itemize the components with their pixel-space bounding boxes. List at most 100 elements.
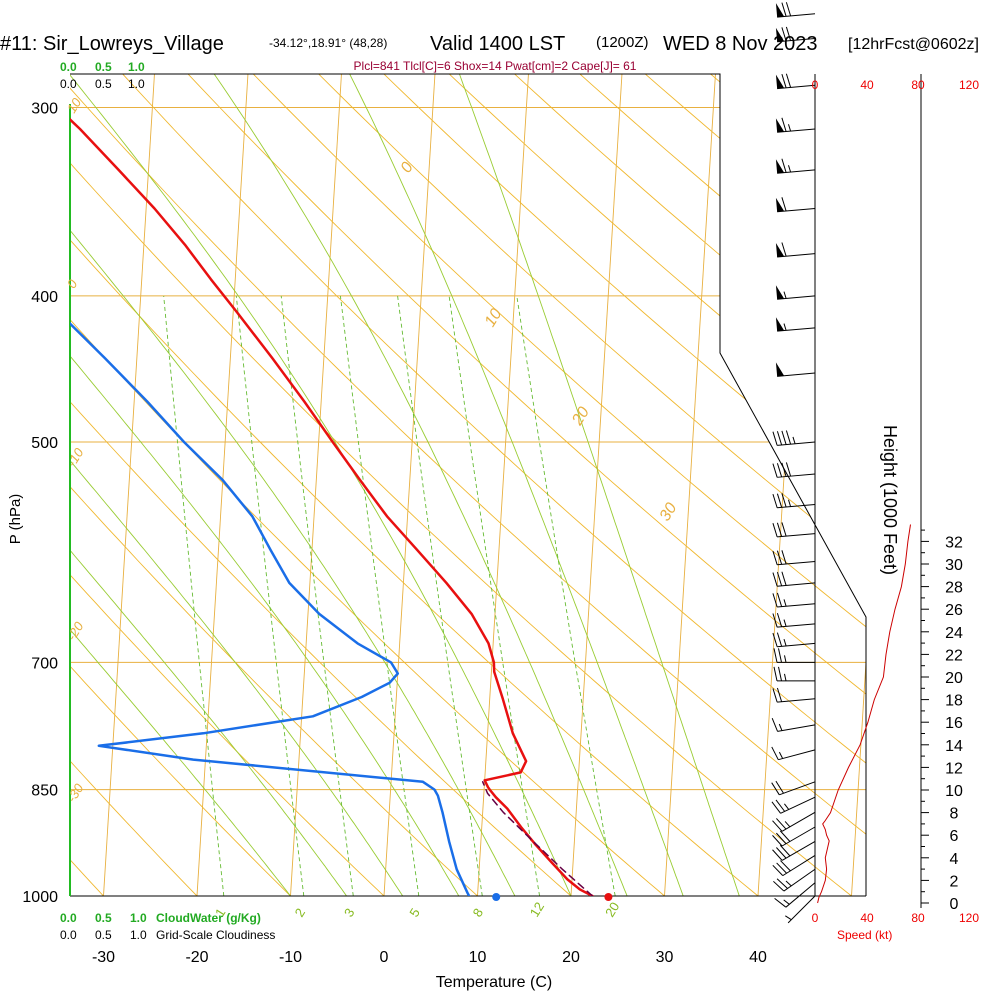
wind-barb-full — [776, 550, 783, 565]
wind-barb-full — [780, 860, 791, 872]
isotherm-label: 30 — [657, 500, 681, 524]
dry-adiabat-line — [422, 74, 866, 896]
wind-barb-staff — [779, 781, 816, 796]
temperature-line — [70, 74, 594, 896]
dry-adiabat-line — [70, 74, 291, 896]
wind-barb-full — [772, 613, 778, 628]
wind-barb-staff — [777, 560, 816, 566]
dry-adiabat-line — [70, 74, 866, 896]
surface-temperature-marker — [604, 893, 613, 901]
wind-barb-staff — [777, 169, 816, 174]
cl-top-tick-1: 0.5 — [95, 77, 112, 91]
height-axis-title: Height (1000 Feet) — [880, 425, 900, 575]
height-tick-label: 0 — [950, 896, 959, 913]
dry-adiabat-line — [108, 74, 866, 896]
x-axis-title: Temperature (C) — [436, 974, 552, 991]
cl-bot-tick-1: 0.5 — [95, 928, 112, 942]
wind-barb-half — [788, 499, 792, 507]
wind-barb-half — [784, 655, 787, 663]
stability-indices: Plcl=841 Tlcl[C]=6 Shox=14 Pwat[cm]=2 Ca… — [354, 59, 637, 73]
height-tick-label: 10 — [945, 783, 963, 800]
height-tick-label: 18 — [945, 693, 963, 710]
height-tick-label: 24 — [945, 625, 963, 642]
dry-adiabat-line — [548, 74, 866, 896]
wind-barb-full — [775, 780, 784, 794]
wind-barb-staff — [777, 37, 816, 43]
wind-barb-full — [776, 847, 787, 859]
mixing-ratio-label: 20 — [602, 899, 622, 919]
wind-barb-full — [785, 2, 792, 17]
wind-barb-half — [783, 291, 787, 299]
wind-barb-staff — [777, 642, 816, 648]
wind-barb — [775, 242, 816, 258]
forecast-run: [12hrFcst@0602z] — [848, 36, 979, 53]
wind-barb-half — [785, 880, 792, 887]
wind-barb-full — [772, 864, 784, 876]
wind-barb — [772, 493, 816, 509]
wind-barb-full — [785, 26, 792, 41]
wind-barb — [772, 612, 816, 628]
x-tick-label: 20 — [562, 949, 580, 966]
wind-barb-staff — [777, 128, 816, 133]
wind-barb-full — [772, 493, 778, 508]
dry-adiabat-line — [70, 74, 478, 896]
wind-barb-full — [772, 572, 778, 587]
speed-top-tick-1: 40 — [860, 78, 874, 92]
wind-barb-full — [771, 717, 779, 732]
speed-top-tick-3: 120 — [959, 78, 979, 92]
wind-barb — [775, 285, 816, 300]
wind-barb-full — [775, 799, 786, 812]
wind-barb-full — [781, 117, 787, 132]
background-grid — [70, 74, 866, 896]
wind-barb — [772, 632, 816, 648]
mixing-ratio-label: 2 — [292, 906, 309, 920]
x-tick-label: -30 — [92, 949, 115, 966]
isotherm-label: 20 — [569, 404, 593, 429]
dry-adiabat-line — [359, 74, 866, 896]
speed-label: Speed (kt) — [837, 928, 892, 942]
wind-barb-full — [776, 862, 787, 874]
cl-top-tick-2: 1.0 — [128, 77, 145, 91]
wind-barb-staff — [777, 13, 816, 18]
wind-barb-half — [792, 436, 796, 444]
cw-bot-tick-1: 0.5 — [95, 911, 112, 925]
wind-barb-full — [772, 523, 778, 538]
mixing-ratio-label: 3 — [341, 906, 358, 920]
dry-adiabat-line — [70, 74, 665, 896]
wind-barb-full — [773, 648, 778, 663]
mixing-ratio-label: 8 — [470, 906, 487, 920]
isotherm-label: -20 — [64, 619, 87, 644]
speed-bot-tick-3: 120 — [959, 911, 979, 925]
wind-barb-full — [776, 612, 783, 627]
mixing-ratio-labels: 1 2 3 5 8 12 20 — [212, 899, 622, 919]
wind-barb-half — [783, 619, 787, 627]
wind-barb-staff — [777, 84, 816, 90]
mixing-ratio-label: 12 — [527, 899, 547, 919]
station-title: #11: Sir_Lowreys_Village — [0, 33, 224, 55]
wind-barb — [775, 73, 816, 90]
moist-adiabat-line — [304, 74, 684, 896]
wind-barb-full — [776, 431, 783, 446]
wind-barb-staff — [777, 441, 816, 446]
wind-barb — [775, 117, 816, 133]
wind-barb-full — [772, 849, 783, 861]
moist-adiabat-line — [70, 74, 460, 896]
isotherm-label: 10 — [64, 95, 85, 116]
wind-barb-staff — [781, 826, 816, 847]
height-tick-label: 22 — [945, 647, 963, 664]
moist-adiabat-line — [70, 74, 404, 896]
cw-top-tick-1: 0.5 — [95, 60, 112, 74]
wind-barb-staff — [777, 582, 816, 587]
wind-barb — [772, 855, 816, 877]
y-axis-title: P (hPa) — [7, 494, 24, 545]
wind-barb-full — [781, 550, 787, 565]
isotherm-line — [757, 74, 815, 896]
wind-barb-full — [776, 463, 783, 478]
dry-adiabat-line — [296, 74, 866, 896]
cloud-water-label: CloudWater (g/Kg) — [156, 911, 261, 925]
forecast-date: WED 8 Nov 2023 — [663, 33, 818, 55]
wind-barb-half — [784, 803, 790, 810]
mixing-ratio-line — [516, 295, 616, 896]
wind-barb-full — [779, 844, 791, 857]
